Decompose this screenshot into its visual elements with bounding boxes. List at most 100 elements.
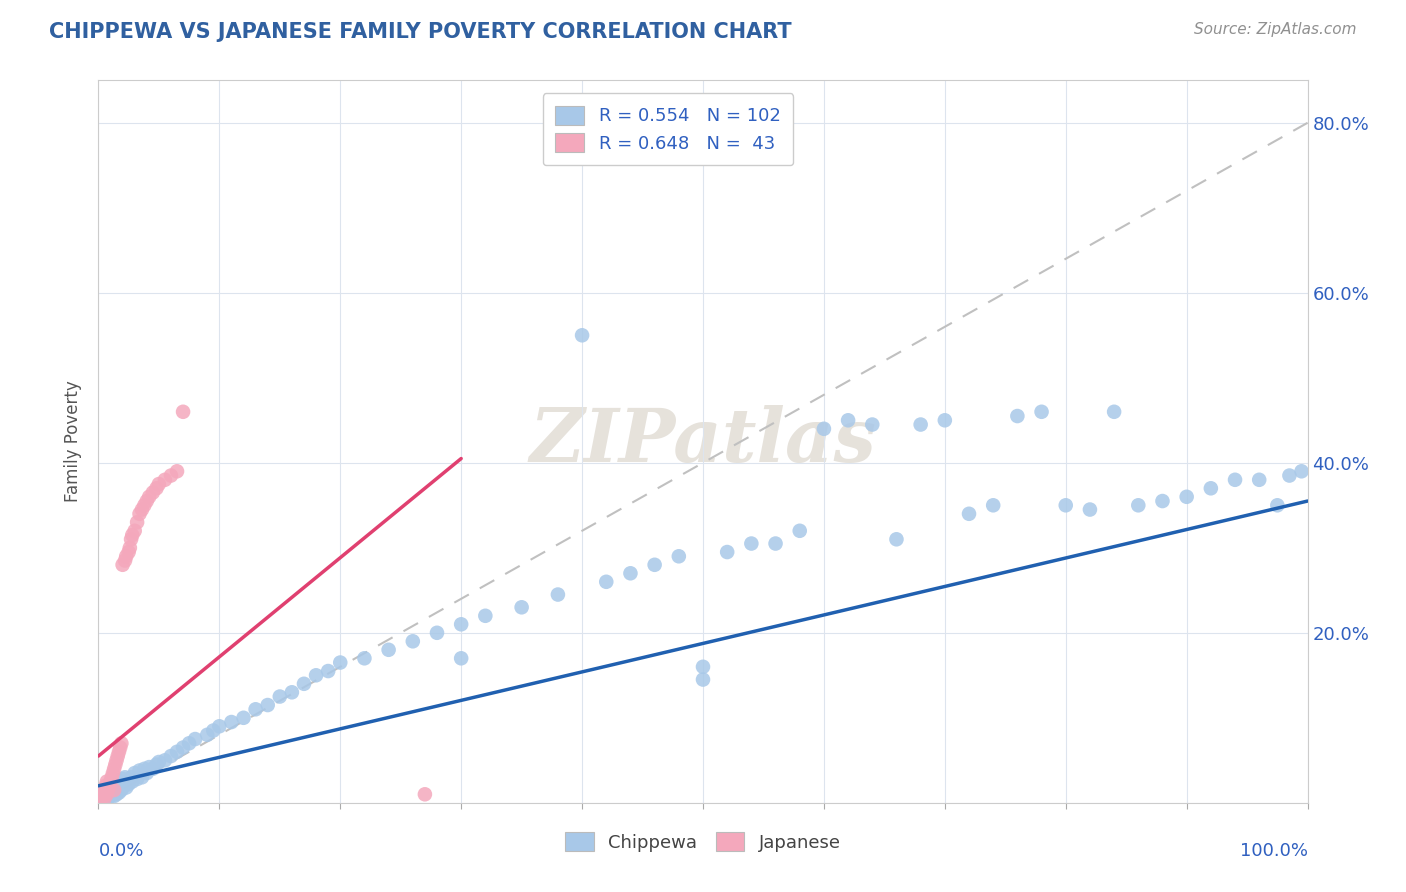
Point <box>138 490 160 504</box>
Text: 100.0%: 100.0% <box>1240 842 1308 860</box>
Point <box>179 736 201 750</box>
Point <box>934 413 956 427</box>
Point <box>142 762 165 776</box>
Point <box>98 789 121 804</box>
Point <box>93 783 115 797</box>
Point <box>103 783 125 797</box>
Point <box>1152 494 1174 508</box>
Point <box>90 791 112 805</box>
Point <box>166 464 188 478</box>
Point <box>91 787 114 801</box>
Point <box>100 789 122 803</box>
Point <box>281 685 304 699</box>
Point <box>111 558 134 572</box>
Point <box>145 481 167 495</box>
Point <box>837 413 859 427</box>
Point <box>104 757 127 772</box>
Point <box>131 770 153 784</box>
Point <box>740 536 762 550</box>
Point <box>789 524 811 538</box>
Point <box>108 774 131 789</box>
Point <box>644 558 666 572</box>
Point <box>114 770 136 784</box>
Point <box>94 787 117 801</box>
Point <box>127 772 149 786</box>
Point <box>107 780 129 795</box>
Point <box>1128 498 1150 512</box>
Point <box>120 533 142 547</box>
Point <box>90 791 112 805</box>
Point <box>97 783 120 797</box>
Point <box>103 789 125 803</box>
Point <box>105 753 128 767</box>
Point <box>96 774 118 789</box>
Point <box>1249 473 1271 487</box>
Point <box>292 677 315 691</box>
Point <box>100 774 122 789</box>
Point <box>134 762 156 776</box>
Point <box>112 779 135 793</box>
Point <box>232 711 254 725</box>
Point <box>377 642 399 657</box>
Point <box>134 498 156 512</box>
Point <box>716 545 738 559</box>
Point <box>115 549 138 564</box>
Point <box>172 405 194 419</box>
Point <box>121 528 143 542</box>
Point <box>115 780 138 795</box>
Point <box>127 516 149 530</box>
Point <box>160 468 183 483</box>
Point <box>1078 502 1101 516</box>
Point <box>94 793 117 807</box>
Text: CHIPPEWA VS JAPANESE FAMILY POVERTY CORRELATION CHART: CHIPPEWA VS JAPANESE FAMILY POVERTY CORR… <box>49 22 792 42</box>
Point <box>118 777 141 791</box>
Point <box>148 477 170 491</box>
Point <box>107 749 129 764</box>
Point <box>981 498 1004 512</box>
Point <box>101 787 124 801</box>
Point <box>305 668 328 682</box>
Point <box>402 634 425 648</box>
Point <box>142 485 165 500</box>
Point <box>208 719 231 733</box>
Point <box>96 787 118 801</box>
Point <box>860 417 883 432</box>
Point <box>245 702 267 716</box>
Point <box>547 588 569 602</box>
Point <box>160 749 183 764</box>
Point <box>1007 409 1029 423</box>
Point <box>118 545 141 559</box>
Point <box>571 328 593 343</box>
Point <box>101 766 124 780</box>
Point <box>329 656 352 670</box>
Point <box>145 757 167 772</box>
Point <box>124 524 146 538</box>
Point <box>1031 405 1053 419</box>
Point <box>450 651 472 665</box>
Point <box>1223 473 1246 487</box>
Point <box>692 673 714 687</box>
Point <box>128 507 150 521</box>
Text: 0.0%: 0.0% <box>98 842 143 860</box>
Point <box>1199 481 1222 495</box>
Legend: Chippewa, Japanese: Chippewa, Japanese <box>558 824 848 859</box>
Point <box>97 788 120 802</box>
Point <box>118 541 141 555</box>
Point <box>110 783 132 797</box>
Point <box>91 789 114 803</box>
Point <box>100 786 122 800</box>
Point <box>221 714 243 729</box>
Point <box>105 787 128 801</box>
Point <box>184 732 207 747</box>
Point <box>172 740 194 755</box>
Point <box>117 774 139 789</box>
Point <box>114 553 136 567</box>
Point <box>105 779 128 793</box>
Point <box>93 791 115 805</box>
Point <box>96 786 118 800</box>
Text: Source: ZipAtlas.com: Source: ZipAtlas.com <box>1194 22 1357 37</box>
Point <box>1175 490 1198 504</box>
Point <box>510 600 533 615</box>
Point <box>1278 468 1301 483</box>
Point <box>1102 405 1125 419</box>
